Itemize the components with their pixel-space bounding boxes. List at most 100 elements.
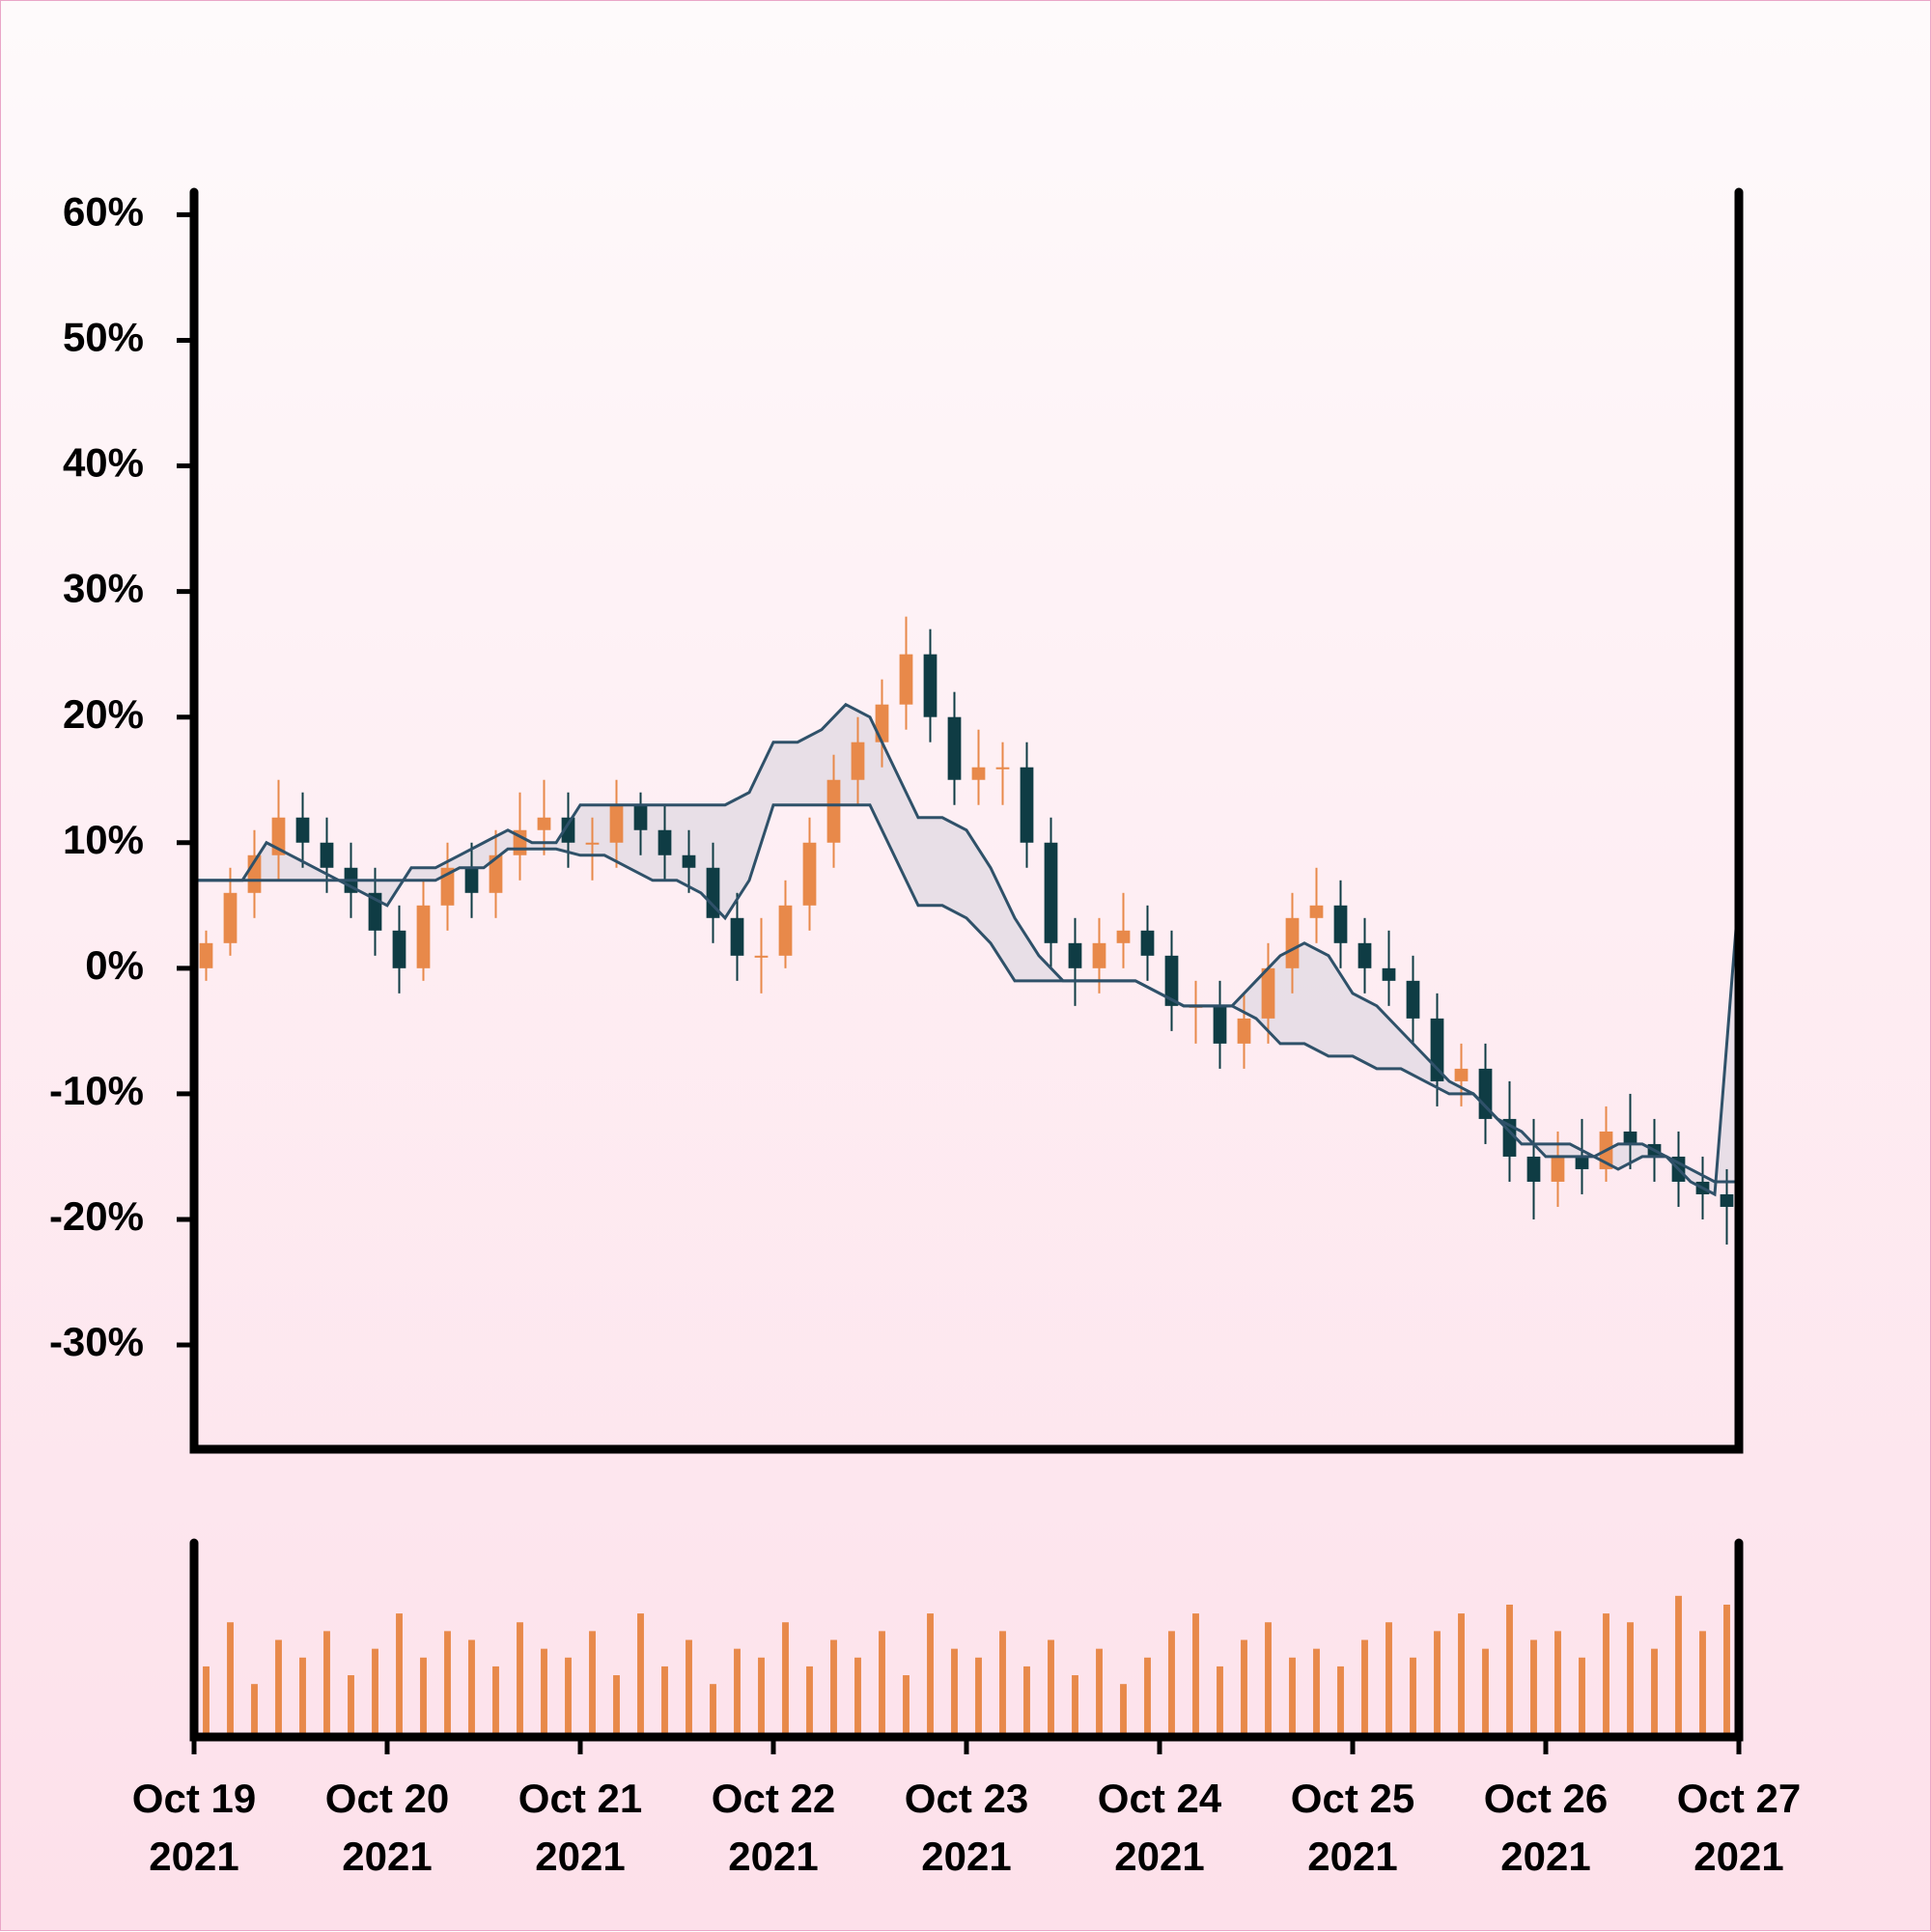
candle-body [561, 817, 575, 843]
volume-bar [1265, 1622, 1272, 1737]
candle-body [754, 955, 769, 958]
x-tick-label: Oct 22 2021 [711, 1776, 836, 1879]
candle-body [802, 842, 817, 906]
volume-bar [854, 1657, 861, 1737]
candle-body [1333, 905, 1348, 943]
candle-body [1140, 930, 1155, 956]
candle-body [1454, 1068, 1469, 1081]
candle-body [199, 942, 213, 968]
candle-body [223, 892, 238, 943]
candle-body [1044, 842, 1058, 943]
candle-body [1575, 1156, 1589, 1169]
candle-body [1237, 1018, 1251, 1044]
x-tick-label: Oct 25 2021 [1290, 1776, 1415, 1879]
volume-bar [879, 1631, 885, 1737]
candle-body [826, 779, 841, 843]
candle-body [947, 716, 962, 780]
x-tick-label: Oct 26 2021 [1483, 1776, 1609, 1879]
price-axes [189, 187, 1744, 1454]
x-tick-label: Oct 19 2021 [131, 1776, 257, 1879]
volume-bar [830, 1639, 837, 1737]
candle-body [851, 742, 865, 780]
volume-bar [1023, 1666, 1030, 1737]
y-tick-label: 60% [63, 189, 144, 235]
volume-bar [806, 1666, 813, 1737]
volume-bar [613, 1675, 620, 1737]
volume-bar [1458, 1613, 1465, 1737]
volume-bar [420, 1657, 427, 1737]
volume-bar [203, 1666, 210, 1737]
volume-bar [637, 1613, 644, 1737]
volume-bar [299, 1657, 306, 1737]
candle-body [923, 654, 938, 717]
volume-bar [1627, 1622, 1634, 1737]
candle-body [778, 905, 793, 956]
x-tick-label: Oct 20 2021 [324, 1776, 450, 1879]
candle-body [1309, 905, 1324, 918]
volume-bar [927, 1613, 934, 1737]
volume-bar [348, 1675, 354, 1737]
y-tick-label: -30% [49, 1319, 144, 1364]
volume-bar [323, 1631, 330, 1737]
volume-bar [275, 1639, 282, 1737]
y-tick-label: 20% [63, 691, 144, 737]
x-tick-label: Oct 27 2021 [1676, 1776, 1802, 1879]
candle-body [1478, 1068, 1493, 1119]
volume-bar [589, 1631, 596, 1737]
volume-bar [1506, 1604, 1513, 1737]
candle-body [1213, 1005, 1227, 1044]
candle-body [995, 767, 1010, 770]
candle-body [1623, 1131, 1637, 1144]
x-tick-label: Oct 23 2021 [904, 1776, 1029, 1879]
indicator-line [194, 803, 1739, 1184]
volume-bar [1530, 1639, 1537, 1737]
volume-bar [999, 1631, 1006, 1737]
volume-bar [661, 1666, 668, 1737]
candle-body [1261, 967, 1275, 1019]
candle-body [1092, 942, 1106, 968]
candle-body [682, 854, 696, 868]
volume-bar [396, 1613, 403, 1737]
cloud [194, 704, 1739, 1194]
candle-body [1526, 1156, 1541, 1182]
volume-bar [492, 1666, 499, 1737]
x-tick-label: Oct 21 2021 [518, 1776, 643, 1879]
volume-bar [1651, 1648, 1658, 1737]
volume-bar [1313, 1648, 1320, 1737]
volume-bar [468, 1639, 475, 1737]
candle-body [295, 817, 310, 843]
volume-bar [1241, 1639, 1247, 1737]
volume-bar [1048, 1639, 1054, 1737]
y-tick-label: 10% [63, 817, 144, 862]
volume-bar [782, 1622, 789, 1737]
candle-body [899, 654, 913, 705]
volume-bar [710, 1684, 716, 1737]
y-tick-label: 50% [63, 315, 144, 360]
volume-bar [1699, 1631, 1706, 1737]
volume-bar [758, 1657, 765, 1737]
candle-body [1116, 930, 1131, 943]
candle-body [658, 829, 672, 855]
candle-body [416, 905, 431, 968]
volume-bar [1603, 1613, 1609, 1737]
volume-bar [541, 1648, 547, 1737]
volume-bar [1723, 1604, 1730, 1737]
candle-body [1406, 980, 1420, 1019]
candle-body [1551, 1156, 1565, 1182]
volume-bar [227, 1622, 234, 1737]
candle-body [1164, 955, 1179, 1006]
volume-bar [1192, 1613, 1199, 1737]
candle-body [875, 704, 889, 742]
volume-bar [1144, 1657, 1151, 1737]
candle-body [730, 917, 744, 956]
volume-bar [951, 1648, 958, 1737]
candle-body [1020, 767, 1034, 843]
volume-bar [1434, 1631, 1441, 1737]
y-tick-label: 0% [85, 942, 144, 988]
candle-body [1357, 942, 1372, 968]
volume-bar [1579, 1657, 1585, 1737]
volume-bar [1361, 1639, 1368, 1737]
candle-body [1720, 1193, 1734, 1207]
candle-body [537, 817, 551, 830]
